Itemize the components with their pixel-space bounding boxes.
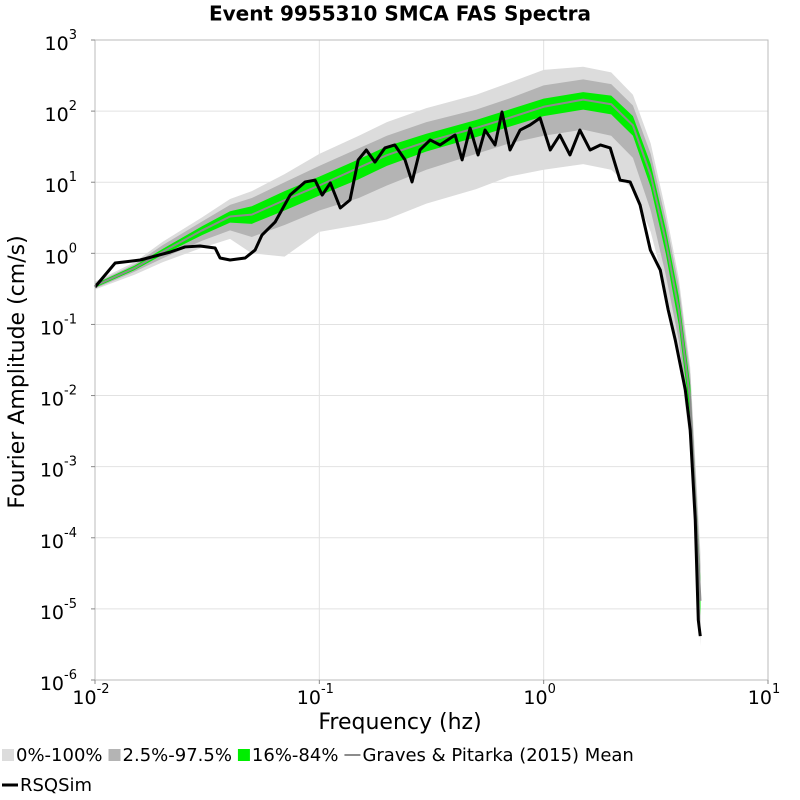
tick-label-base: 10	[748, 687, 772, 709]
tick-label-base: 10	[45, 33, 69, 55]
legend-item: 2.5%-97.5%	[108, 745, 232, 766]
tick-label-power: -6	[64, 668, 77, 683]
tick-label-power: 2	[69, 99, 77, 114]
legend-item: RSQSim	[2, 775, 92, 796]
legend-label: RSQSim	[20, 775, 92, 796]
tick-label: 100	[523, 682, 555, 709]
plot-frame	[94, 39, 769, 681]
tick-label-power: 0	[548, 682, 556, 697]
legend-label: 16%-84%	[252, 745, 339, 766]
legend-label: Graves & Pitarka (2015) Mean	[362, 745, 633, 766]
tick-label-base: 10	[40, 673, 64, 695]
x-axis-label: Frequency (hz)	[318, 710, 481, 735]
legend-item: 0%-100%	[2, 745, 103, 766]
tick-label: 10-2	[72, 682, 109, 709]
tick-label-base: 10	[40, 388, 64, 410]
tick-label-power: -1	[64, 312, 77, 327]
tick-label-base: 10	[523, 687, 547, 709]
tick-label: 100	[45, 241, 77, 268]
tick-label-power: -3	[64, 454, 77, 469]
tick-label-power: -1	[321, 682, 334, 697]
tick-label: 101	[45, 170, 77, 197]
tick-label-base: 10	[40, 601, 64, 623]
tick-label-base: 10	[45, 175, 69, 197]
legend-swatch	[237, 749, 250, 761]
legend-item: 16%-84%	[237, 745, 339, 766]
tick-label: 10-1	[297, 682, 334, 709]
legend-swatch	[108, 749, 121, 761]
tick-label: 10-4	[40, 525, 77, 552]
chart-title: Event 9955310 SMCA FAS Spectra	[209, 2, 591, 26]
series-line	[93, 110, 702, 637]
band	[95, 92, 701, 616]
tick-label-base: 10	[45, 104, 69, 126]
tick-label: 10-3	[40, 454, 77, 481]
legend-item: Graves & Pitarka (2015) Mean	[344, 745, 634, 766]
tick-label-base: 10	[40, 530, 64, 552]
tick-label-base: 10	[45, 246, 69, 268]
tick-label-power: -4	[64, 525, 77, 540]
tick-label: 10-5	[40, 596, 77, 623]
tick-label: 10-2	[40, 383, 77, 410]
tick-label-base: 10	[40, 459, 64, 481]
series-line	[94, 98, 702, 601]
tick-label: 10-1	[40, 312, 77, 339]
tick-label-power: -2	[97, 682, 110, 697]
tick-label: 101	[748, 682, 780, 709]
tick-label: 102	[45, 99, 77, 126]
legend-label: 2.5%-97.5%	[123, 745, 232, 766]
plot	[93, 66, 702, 647]
tick-label-base: 10	[72, 687, 96, 709]
tick-label-power: 0	[69, 241, 77, 256]
y-axis-label: Fourier Amplitude (cm/s)	[5, 235, 30, 508]
tick-label: 10-6	[40, 668, 77, 695]
tick-label-power: 1	[772, 682, 780, 697]
tick-label-power: -5	[64, 596, 77, 611]
legend-label: 0%-100%	[16, 745, 103, 766]
tick-label: 103	[45, 28, 77, 55]
tick-label-power: 1	[69, 170, 77, 185]
tick-label-power: 3	[69, 28, 77, 43]
tick-label-power: -2	[64, 383, 77, 398]
tick-label-base: 10	[297, 687, 321, 709]
legend-swatch	[2, 749, 14, 761]
tick-label-base: 10	[40, 317, 64, 339]
